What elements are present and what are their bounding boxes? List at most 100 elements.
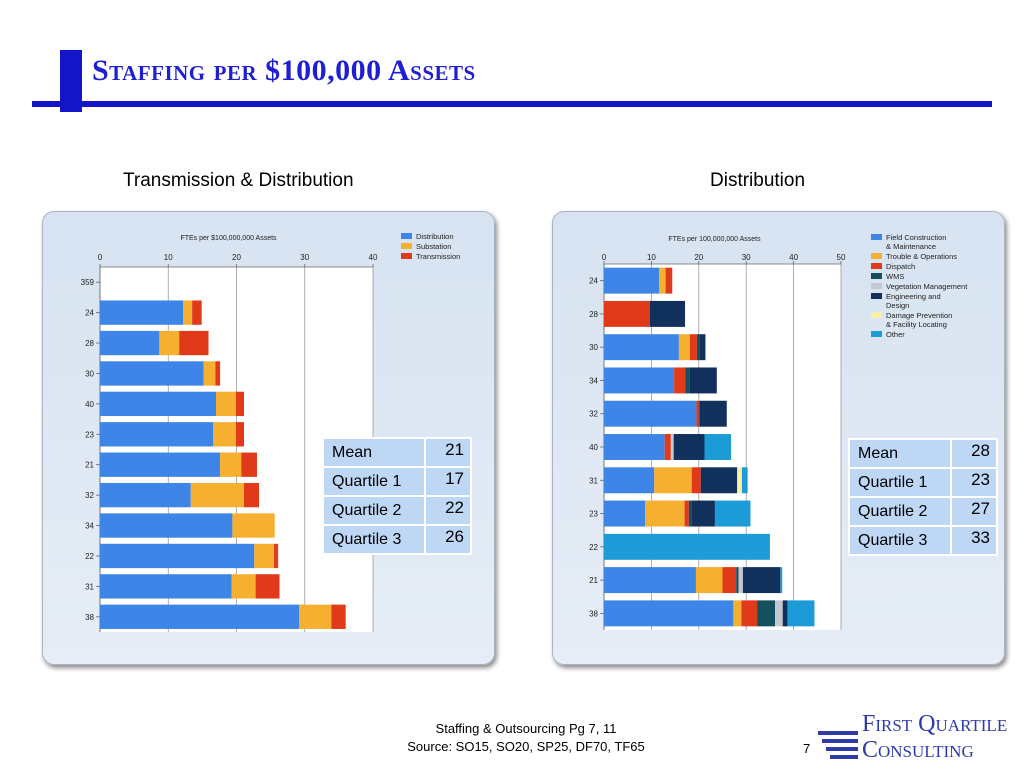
bar-segment	[742, 567, 781, 594]
legend-label: Transmission	[416, 252, 460, 261]
legend-label: Field Construction	[886, 233, 946, 242]
stats-label: Quartile 2	[322, 495, 426, 526]
bar-segment	[192, 300, 202, 325]
bar-segment	[604, 434, 665, 460]
x-tick-label: 30	[742, 253, 751, 262]
title-underline	[32, 101, 992, 107]
bar-segment	[215, 361, 221, 386]
stats-row: Quartile 2 27	[848, 496, 998, 527]
bar-segment	[604, 567, 696, 594]
x-tick-label: 50	[837, 253, 846, 262]
bar-segment	[700, 467, 738, 494]
y-tick-label: 21	[589, 576, 598, 585]
x-tick-label: 10	[164, 253, 173, 262]
bar-segment	[235, 422, 245, 447]
bar-segment	[738, 567, 743, 594]
legend-swatch	[871, 253, 882, 259]
bar-segment	[699, 400, 727, 427]
bar-segment	[100, 330, 160, 356]
y-tick-label: 23	[85, 430, 94, 439]
bar-segment	[241, 452, 257, 477]
legend-swatch	[871, 283, 882, 289]
slide-title: Staffing per $100,000 Assets	[92, 54, 476, 87]
stats-value: 21	[424, 437, 472, 468]
stats-value: 28	[950, 438, 998, 469]
bar-segment	[100, 482, 191, 508]
legend-label: Engineering and	[886, 292, 941, 301]
logo-text-top: First Quartile	[862, 711, 1008, 737]
bar-segment	[691, 500, 715, 527]
bar-segment	[331, 604, 346, 629]
bar-segment	[673, 434, 705, 460]
right-stats-table: Mean 28 Quartile 1 23 Quartile 2 27 Quar…	[848, 438, 998, 556]
bar-segment	[698, 400, 700, 427]
stats-label: Quartile 3	[848, 525, 952, 556]
bar-segment	[741, 467, 748, 494]
legend-swatch	[871, 234, 882, 240]
y-tick-label: 40	[589, 443, 598, 452]
y-tick-label: 24	[85, 309, 94, 318]
bar-segment	[100, 513, 233, 538]
legend-label: Design	[886, 301, 909, 310]
bar-segment	[737, 467, 742, 494]
legend-label: WMS	[886, 272, 904, 281]
left-chart-heading: Transmission & Distribution	[123, 170, 354, 191]
bar-segment	[691, 467, 701, 494]
bar-segment	[232, 513, 275, 538]
bar-segment	[244, 482, 260, 508]
bar-segment	[255, 574, 280, 599]
y-tick-label: 28	[589, 310, 598, 319]
bar-segment	[670, 434, 674, 460]
stats-value: 23	[950, 467, 998, 498]
bar-segment	[100, 391, 217, 417]
stats-row: Quartile 3 33	[848, 525, 998, 556]
y-tick-label: 34	[589, 376, 598, 385]
right-chart: FTEs per 100,000,000 Assets 0 10 20 30 40 50 24…	[589, 233, 968, 630]
bar-segment	[695, 567, 723, 594]
bar-segment	[685, 367, 690, 394]
bar-segment	[100, 574, 232, 599]
bar-segment	[604, 367, 675, 394]
logo-text-bottom: Consulting	[862, 737, 974, 763]
bar-segment	[649, 300, 686, 327]
bar-segment	[235, 391, 245, 417]
y-tick-label: 21	[85, 461, 94, 470]
legend-label: & Maintenance	[886, 242, 936, 251]
bar-segment	[179, 330, 209, 356]
y-tick-label: 32	[85, 491, 94, 500]
legend-label: Damage Prevention	[886, 311, 952, 320]
bar-segment	[780, 567, 783, 594]
bar-segment	[203, 361, 216, 386]
bar-segment	[722, 567, 737, 594]
legend-swatch	[401, 243, 412, 249]
bar-segment	[100, 422, 214, 447]
y-tick-label: 38	[85, 613, 94, 622]
stats-label: Mean	[848, 438, 952, 469]
right-chart-heading: Distribution	[710, 170, 806, 191]
bar-segment	[654, 467, 692, 494]
bar-segment	[645, 500, 685, 527]
y-tick-label: 34	[85, 522, 94, 531]
bar-segment	[100, 543, 255, 569]
y-tick-label: 23	[589, 510, 598, 519]
title-accent-bar	[60, 50, 82, 112]
stats-value: 26	[424, 524, 472, 555]
bar-segment	[216, 391, 236, 417]
stats-row: Mean 21	[322, 437, 472, 468]
bar-segment	[696, 334, 700, 361]
stats-value: 27	[950, 496, 998, 527]
bar-segment	[231, 574, 256, 599]
x-tick-label: 20	[232, 253, 241, 262]
footer-source: Source: SO15, SO20, SP25, DF70, TF65	[407, 739, 645, 754]
stats-value: 17	[424, 466, 472, 497]
y-tick-label: 31	[589, 476, 598, 485]
stats-row: Quartile 2 22	[322, 495, 472, 526]
x-tick-label: 0	[602, 253, 607, 262]
bar-segment	[787, 600, 815, 627]
bar-segment	[213, 422, 236, 447]
y-tick-label: 40	[85, 400, 94, 409]
bar-segment	[604, 467, 655, 494]
source-footer: Staffing & Outsourcing Pg 7, 11 Source: …	[340, 720, 712, 756]
legend-swatch	[401, 233, 412, 239]
bar-segment	[782, 600, 788, 627]
